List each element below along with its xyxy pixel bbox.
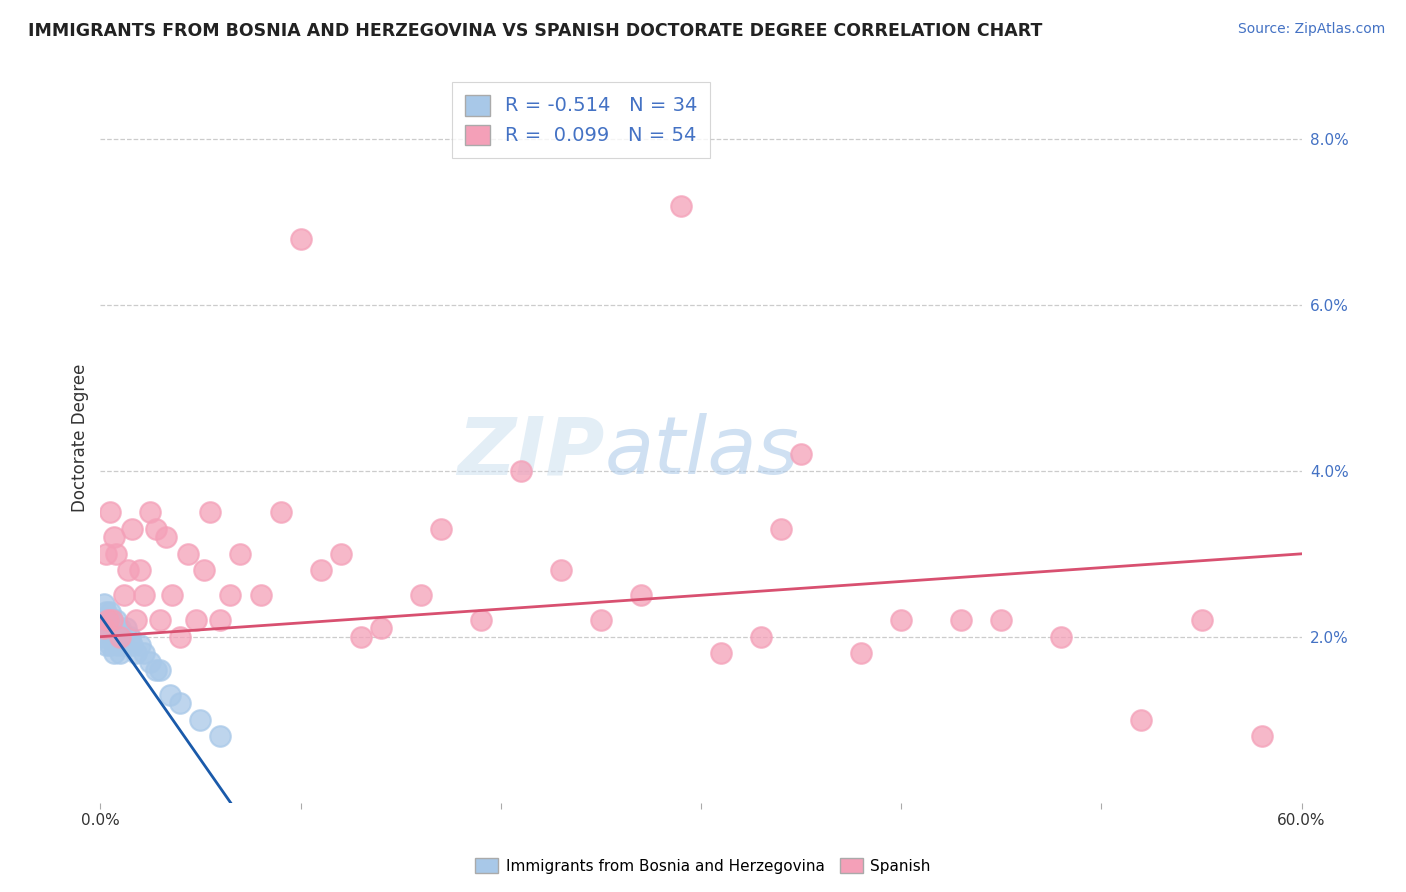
Point	[110, 646, 132, 660]
Point	[249, 588, 271, 602]
Point	[98, 505, 121, 519]
Point	[329, 547, 352, 561]
Point	[98, 638, 121, 652]
Point	[229, 547, 252, 561]
Point	[1250, 729, 1272, 743]
Point	[110, 622, 132, 636]
Point	[110, 630, 132, 644]
Point	[169, 630, 191, 644]
Point	[429, 522, 451, 536]
Text: atlas: atlas	[605, 413, 800, 491]
Point	[669, 199, 692, 213]
Point	[134, 588, 156, 602]
Legend: R = -0.514   N = 34, R =  0.099   N = 54: R = -0.514 N = 34, R = 0.099 N = 54	[453, 82, 710, 158]
Point	[139, 505, 162, 519]
Point	[120, 630, 142, 644]
Y-axis label: Doctorate Degree: Doctorate Degree	[72, 364, 89, 512]
Point	[162, 588, 184, 602]
Point	[790, 447, 813, 461]
Point	[96, 638, 118, 652]
Point	[97, 613, 120, 627]
Point	[890, 613, 912, 627]
Point	[1130, 713, 1153, 727]
Point	[145, 522, 167, 536]
Point	[103, 530, 125, 544]
Text: Source: ZipAtlas.com: Source: ZipAtlas.com	[1237, 22, 1385, 37]
Point	[98, 605, 121, 619]
Point	[121, 638, 143, 652]
Point	[990, 613, 1012, 627]
Point	[149, 663, 172, 677]
Point	[219, 588, 242, 602]
Point	[93, 622, 115, 636]
Point	[145, 663, 167, 677]
Point	[190, 713, 212, 727]
Point	[105, 613, 128, 627]
Point	[470, 613, 492, 627]
Point	[115, 622, 138, 636]
Point	[117, 563, 139, 577]
Point	[125, 646, 148, 660]
Point	[93, 597, 115, 611]
Point	[290, 232, 312, 246]
Legend: Immigrants from Bosnia and Herzegovina, Spanish: Immigrants from Bosnia and Herzegovina, …	[470, 852, 936, 880]
Point	[1191, 613, 1213, 627]
Point	[96, 547, 118, 561]
Point	[121, 522, 143, 536]
Point	[270, 505, 292, 519]
Point	[770, 522, 793, 536]
Point	[749, 630, 772, 644]
Point	[101, 630, 124, 644]
Point	[107, 622, 129, 636]
Point	[370, 622, 392, 636]
Point	[97, 613, 120, 627]
Point	[630, 588, 652, 602]
Point	[129, 563, 152, 577]
Point	[950, 613, 973, 627]
Point	[97, 622, 120, 636]
Point	[96, 605, 118, 619]
Point	[200, 505, 222, 519]
Point	[112, 638, 135, 652]
Point	[105, 630, 128, 644]
Point	[177, 547, 200, 561]
Point	[209, 613, 232, 627]
Point	[125, 613, 148, 627]
Point	[105, 547, 128, 561]
Point	[101, 613, 124, 627]
Point	[169, 696, 191, 710]
Point	[159, 688, 181, 702]
Point	[155, 530, 177, 544]
Point	[134, 646, 156, 660]
Point	[93, 630, 115, 644]
Point	[149, 613, 172, 627]
Text: IMMIGRANTS FROM BOSNIA AND HERZEGOVINA VS SPANISH DOCTORATE DEGREE CORRELATION C: IMMIGRANTS FROM BOSNIA AND HERZEGOVINA V…	[28, 22, 1042, 40]
Point	[193, 563, 215, 577]
Point	[91, 613, 114, 627]
Point	[209, 729, 232, 743]
Point	[186, 613, 208, 627]
Point	[139, 655, 162, 669]
Point	[710, 646, 733, 660]
Point	[550, 563, 572, 577]
Point	[349, 630, 371, 644]
Text: ZIP: ZIP	[457, 413, 605, 491]
Point	[309, 563, 332, 577]
Point	[103, 622, 125, 636]
Point	[111, 630, 134, 644]
Point	[112, 588, 135, 602]
Point	[1050, 630, 1073, 644]
Point	[509, 464, 531, 478]
Point	[589, 613, 612, 627]
Point	[101, 613, 124, 627]
Point	[107, 638, 129, 652]
Point	[129, 638, 152, 652]
Point	[849, 646, 872, 660]
Point	[409, 588, 432, 602]
Point	[103, 646, 125, 660]
